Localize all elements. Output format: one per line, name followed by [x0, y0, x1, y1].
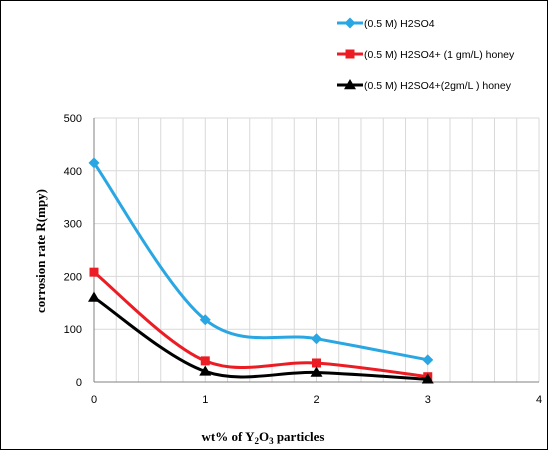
data-point-series-2 — [89, 267, 99, 277]
legend-marker-1 — [344, 17, 356, 29]
y-axis-label: corrosion rate R(mpy) — [33, 189, 48, 313]
data-point-series-1 — [422, 354, 434, 366]
tick-labels: 0 100 200 300 400 500 0 1 2 3 4 — [64, 113, 542, 406]
x-tick-label: 1 — [202, 394, 208, 406]
legend-marker-2 — [345, 49, 355, 59]
data-point-series-2 — [312, 358, 321, 368]
data-point-series-1 — [311, 333, 322, 345]
legend-label-2: (0.5 M) H2SO4+ (1 gm/L) honey — [364, 49, 515, 61]
data-point-series-3 — [199, 365, 212, 376]
x-axis-label: wt% of Y2O3 particles — [202, 429, 325, 446]
data-point-series-3 — [421, 373, 434, 384]
y-tick-label: 500 — [64, 113, 82, 125]
data-point-series-1 — [199, 314, 211, 326]
series-line-2 — [93, 271, 428, 379]
series-line-1 — [92, 162, 429, 362]
data-point-series-2 — [200, 356, 210, 366]
x-tick-label: 2 — [313, 394, 319, 406]
legend: (0.5 M) H2SO4 (0.5 M) H2SO4+ (1 gm/L) hon… — [337, 17, 515, 92]
legend-marker-3 — [344, 79, 356, 90]
legend-label-3: (0.5 M) H2SO4+(2gm/L ) honey — [364, 80, 512, 92]
legend-label-1: (0.5 M) H2SO4 — [364, 18, 435, 30]
data-point-series-3 — [88, 291, 100, 302]
x-tick-label: 0 — [91, 394, 97, 406]
series-line-3 — [93, 296, 428, 381]
data-point-series-3 — [310, 366, 323, 377]
y-tick-label: 100 — [64, 324, 82, 336]
y-tick-label: 0 — [76, 377, 82, 389]
y-tick-label: 300 — [64, 219, 82, 231]
x-tick-label: 4 — [536, 394, 542, 406]
y-tick-label: 200 — [64, 271, 82, 283]
series-group — [88, 157, 434, 384]
x-tick-label: 3 — [425, 394, 431, 406]
y-tick-label: 400 — [64, 166, 82, 178]
data-point-series-1 — [88, 157, 100, 169]
